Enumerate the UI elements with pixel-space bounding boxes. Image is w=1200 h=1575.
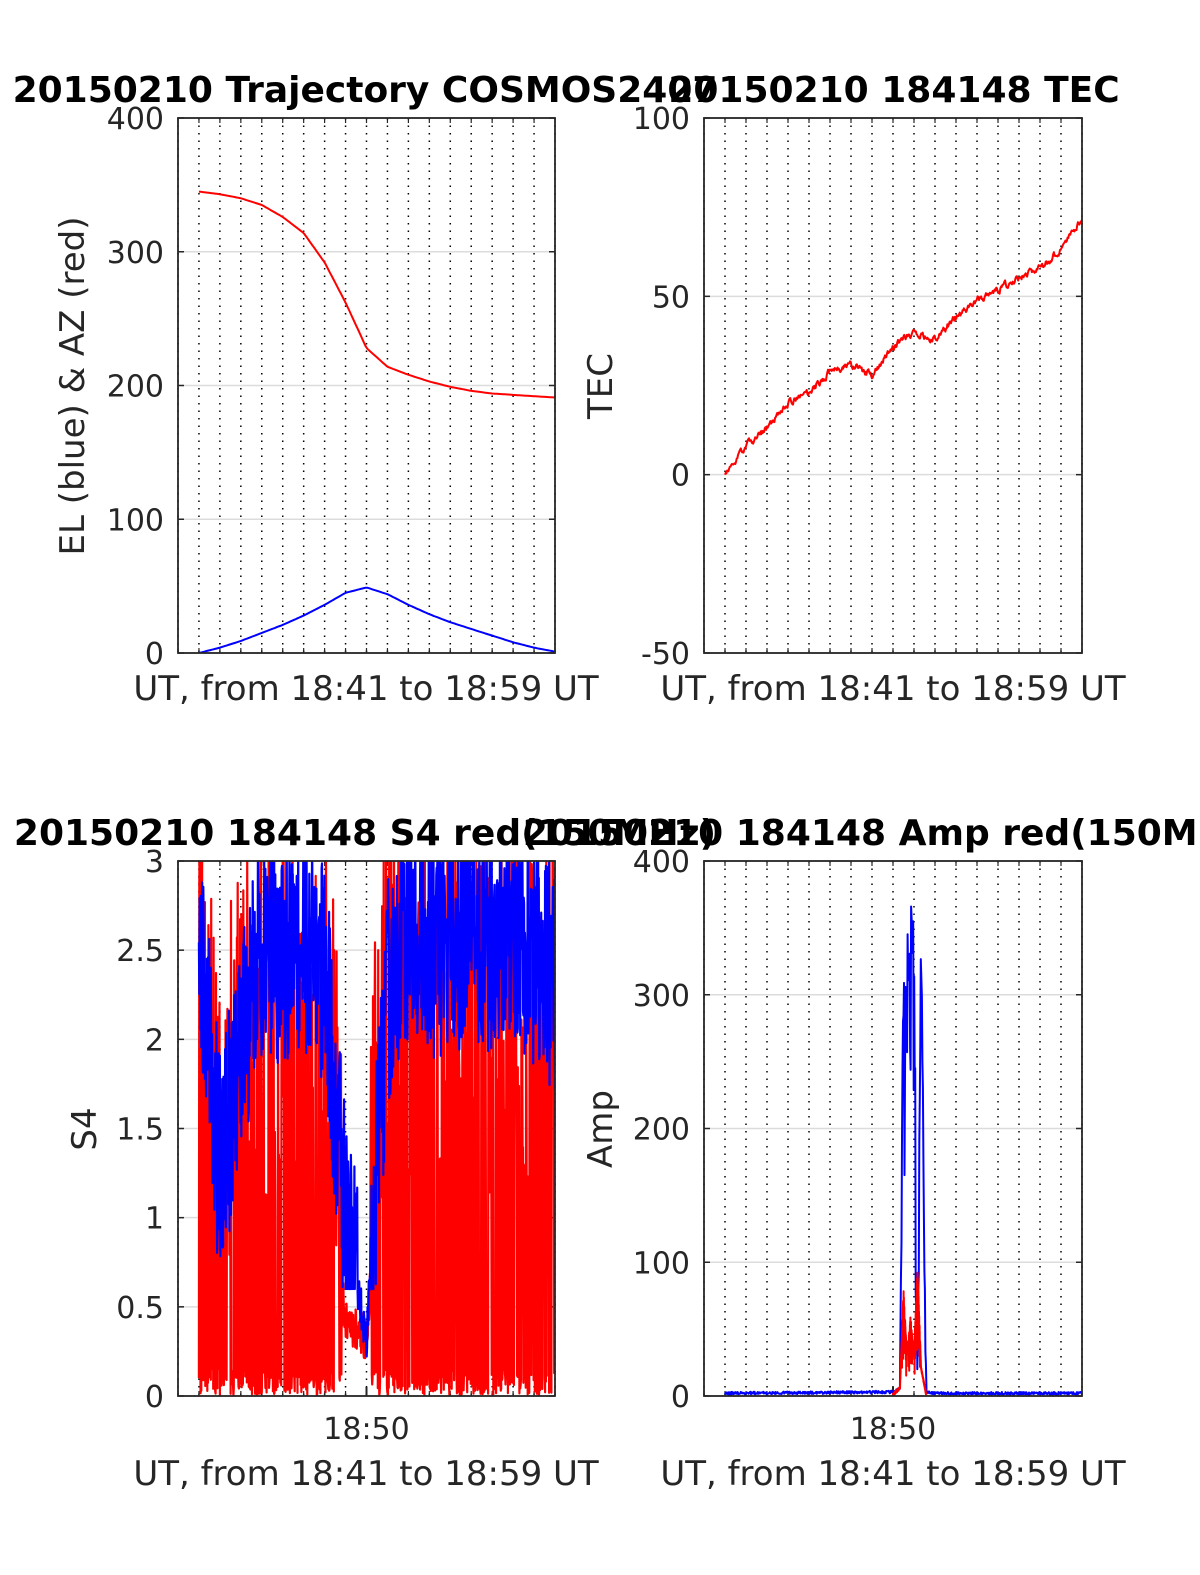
amp-y-axis-label: Amp: [581, 1090, 621, 1168]
s4-panel: 0 0.5 1 1.5 2 2.5 3 18:50 20150210 184148 S4 red…: [14, 813, 716, 1494]
amp-plot-area: [724, 905, 1082, 1396]
trajectory-axes-frame: [177, 117, 556, 654]
tec-x-axis-label: UT, from 18:41 to 18:59 UT: [660, 669, 1126, 709]
trajectory-series-blue-line: [198, 586, 555, 653]
s4-y-tick-label: 2.5: [116, 934, 164, 969]
amp-x-tick-label: 18:50: [850, 1412, 936, 1447]
tec-y-tick-label: 50: [652, 280, 690, 315]
amp-y-tick-label: 400: [633, 845, 690, 880]
amp-x-axis-label: UT, from 18:41 to 18:59 UT: [660, 1454, 1126, 1494]
tec-plot-area: [724, 219, 1082, 476]
trajectory-y-tick-label: 100: [107, 503, 164, 538]
trajectory-y-axis-label: EL (blue) & AZ (red): [53, 216, 93, 555]
s4-x-tick-label: 18:50: [323, 1412, 409, 1447]
trajectory-y-tick-label: 400: [107, 102, 164, 137]
trajectory-plot-area: [198, 190, 555, 653]
trajectory-y-tick-label: 0: [145, 637, 164, 672]
trajectory-y-tick-label: 200: [107, 370, 164, 405]
amp-panel: 0 100 200 300 400 18:50 20150210 184148 Amp re…: [523, 813, 1200, 1494]
s4-axes-frame: [177, 860, 556, 1397]
tec-axes-frame: [703, 117, 1083, 654]
s4-y-axis-label: S4: [65, 1107, 105, 1150]
s4-title: 20150210 184148 S4 red(150MHz): [14, 813, 716, 854]
tec-title: 20150210 184148 TEC: [668, 70, 1119, 111]
trajectory-x-axis-label: UT, from 18:41 to 18:59 UT: [133, 669, 599, 709]
s4-y-tick-label: 2: [145, 1023, 164, 1058]
amp-y-tick-label: 200: [633, 1113, 690, 1148]
s4-y-tick-label: 1: [145, 1202, 164, 1237]
trajectory-y-tick-label: 300: [107, 236, 164, 271]
tec-series-red-line: [724, 219, 1082, 476]
s4-y-tick-label: 3: [145, 845, 164, 880]
amp-series-blue-line: [724, 905, 1082, 1396]
tec-y-axis-label: TEC: [581, 353, 621, 420]
s4-y-tick-label: 0: [145, 1380, 164, 1415]
amp-axes-frame: [703, 860, 1083, 1397]
tec-y-tick-label: -50: [641, 637, 690, 672]
amp-title: 20150210 184148 Amp red(150MHz): [523, 813, 1200, 854]
s4-x-axis-label: UT, from 18:41 to 18:59 UT: [133, 1454, 599, 1494]
amp-series-red-line: [892, 1271, 928, 1396]
amp-y-tick-label: 0: [671, 1380, 690, 1415]
s4-y-tick-label: 0.5: [116, 1291, 164, 1326]
s4-y-tick-label: 1.5: [116, 1113, 164, 1148]
s4-series-blue-line: [197, 861, 555, 1358]
amp-y-tick-label: 300: [633, 979, 690, 1014]
amp-y-tick-label: 100: [633, 1246, 690, 1281]
tec-y-tick-label: 0: [671, 459, 690, 494]
tec-y-tick-label: 100: [633, 102, 690, 137]
s4-plot-area: [197, 861, 555, 1396]
trajectory-title: 20150210 Trajectory COSMOS2407: [13, 70, 718, 111]
trajectory-series-red-line: [198, 190, 555, 399]
